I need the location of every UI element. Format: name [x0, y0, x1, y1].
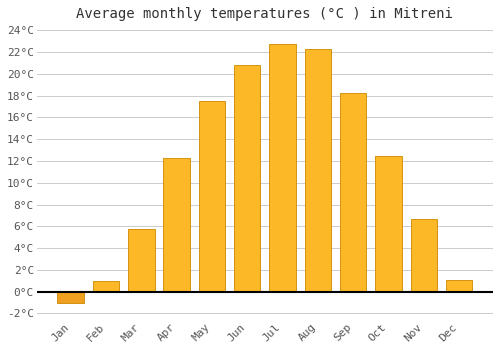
Bar	[164, 158, 190, 292]
Bar	[304, 49, 331, 292]
Bar	[340, 93, 366, 292]
Bar	[128, 229, 154, 292]
Bar	[234, 65, 260, 292]
Bar	[446, 280, 472, 292]
Bar	[198, 101, 225, 292]
Bar	[270, 44, 296, 292]
Title: Average monthly temperatures (°C ) in Mitreni: Average monthly temperatures (°C ) in Mi…	[76, 7, 454, 21]
Bar	[410, 219, 437, 292]
Bar	[93, 281, 120, 292]
Bar	[375, 155, 402, 292]
Bar	[58, 292, 84, 302]
